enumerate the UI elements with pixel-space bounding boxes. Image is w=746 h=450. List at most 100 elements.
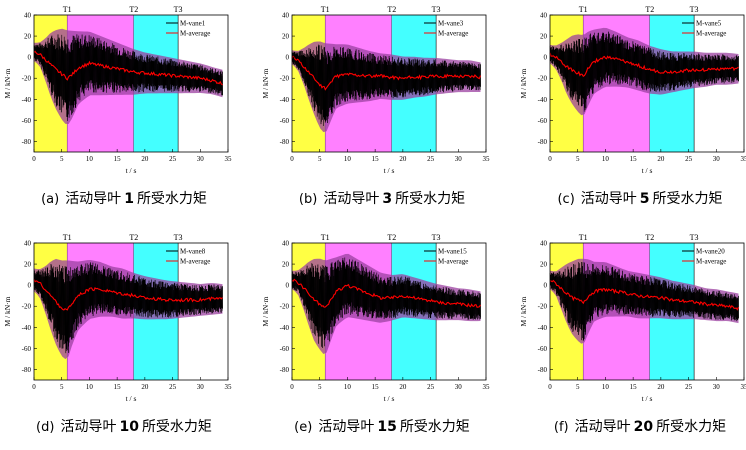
caption-prefix: 活动导叶 — [318, 419, 374, 435]
x-tick-label: 20 — [399, 383, 407, 391]
caption-vane-number: 10 — [119, 419, 138, 435]
x-tick-label: 35 — [483, 383, 491, 391]
x-tick-label: 0 — [290, 155, 294, 163]
y-tick-label: -20 — [538, 303, 548, 311]
x-tick-label: 35 — [741, 155, 746, 163]
phase-label: T2 — [645, 5, 654, 14]
x-tick-label: 30 — [455, 155, 463, 163]
y-tick-label: 40 — [282, 12, 290, 20]
x-axis-label: t / s — [384, 166, 395, 175]
y-tick-label: -20 — [280, 75, 290, 83]
caption-vane-number: 1 — [124, 191, 134, 207]
caption-suffix: 所受水力矩 — [142, 419, 212, 435]
legend-raw-label: M-vane8 — [180, 248, 206, 256]
x-tick-label: 30 — [197, 155, 205, 163]
phase-label: T3 — [174, 5, 183, 14]
y-tick-label: 0 — [286, 282, 290, 290]
x-tick-label: 15 — [372, 383, 380, 391]
y-tick-label: -40 — [22, 96, 32, 104]
y-tick-label: -40 — [280, 96, 290, 104]
x-tick-label: 0 — [32, 383, 36, 391]
legend-raw-label: M-vane5 — [696, 20, 722, 28]
phase-label: T1 — [321, 5, 330, 14]
phase-label: T2 — [387, 5, 396, 14]
x-axis-label: t / s — [126, 166, 137, 175]
legend-average-label: M-average — [180, 30, 210, 38]
y-tick-label: 0 — [544, 54, 548, 62]
y-tick-label: -60 — [280, 117, 290, 125]
x-tick-label: 25 — [427, 383, 435, 391]
x-tick-label: 0 — [32, 155, 36, 163]
x-tick-label: 5 — [576, 155, 580, 163]
x-tick-label: 20 — [399, 155, 407, 163]
legend-raw-label: M-vane3 — [438, 20, 464, 28]
phase-label: T3 — [432, 233, 441, 242]
x-tick-label: 10 — [602, 155, 610, 163]
caption-prefix: 活动导叶 — [323, 191, 379, 207]
y-axis-label: M / kN·m — [519, 296, 528, 326]
phase-label: T1 — [579, 5, 588, 14]
caption-prefix: 活动导叶 — [575, 419, 631, 435]
y-axis-label: M / kN·m — [3, 68, 12, 98]
x-tick-label: 25 — [685, 155, 693, 163]
phase-label: T2 — [129, 233, 138, 242]
x-tick-label: 0 — [548, 383, 552, 391]
y-tick-label: -80 — [280, 138, 290, 146]
y-tick-label: -40 — [22, 324, 32, 332]
caption-prefix: 活动导叶 — [65, 191, 121, 207]
x-tick-label: 30 — [455, 383, 463, 391]
legend-raw-label: M-vane20 — [696, 248, 725, 256]
y-tick-label: 40 — [24, 12, 32, 20]
y-tick-label: -40 — [280, 324, 290, 332]
x-tick-label: 5 — [60, 155, 64, 163]
x-axis-label: t / s — [384, 394, 395, 403]
x-axis-label: t / s — [642, 394, 653, 403]
y-tick-label: 20 — [24, 33, 32, 41]
caption-prefix: 活动导叶 — [60, 419, 116, 435]
y-tick-label: 0 — [28, 282, 32, 290]
y-tick-label: -60 — [280, 345, 290, 353]
caption-suffix: 所受水力矩 — [395, 191, 465, 207]
y-tick-label: 20 — [282, 33, 290, 41]
x-tick-label: 15 — [630, 155, 638, 163]
x-tick-label: 15 — [372, 155, 380, 163]
y-tick-label: 20 — [540, 33, 548, 41]
x-tick-label: 10 — [86, 155, 94, 163]
caption-suffix: 所受水力矩 — [137, 191, 207, 207]
y-tick-label: -80 — [538, 366, 548, 374]
y-tick-label: -80 — [22, 366, 32, 374]
caption-tag: (d) — [36, 420, 54, 435]
x-tick-label: 35 — [741, 383, 746, 391]
phase-label: T1 — [579, 233, 588, 242]
y-tick-label: -80 — [280, 366, 290, 374]
y-tick-label: -20 — [22, 303, 32, 311]
y-tick-label: 40 — [24, 240, 32, 248]
x-tick-label: 15 — [630, 383, 638, 391]
x-tick-label: 10 — [344, 383, 352, 391]
y-tick-label: 40 — [540, 240, 548, 248]
x-tick-label: 20 — [141, 155, 149, 163]
x-tick-label: 35 — [225, 155, 233, 163]
x-tick-label: 10 — [86, 383, 94, 391]
phase-label: T1 — [63, 233, 72, 242]
x-tick-label: 0 — [290, 383, 294, 391]
x-axis-label: t / s — [126, 394, 137, 403]
y-tick-label: 20 — [24, 261, 32, 269]
x-tick-label: 20 — [141, 383, 149, 391]
x-tick-label: 30 — [713, 383, 721, 391]
y-tick-label: -40 — [538, 324, 548, 332]
y-tick-label: 40 — [540, 12, 548, 20]
legend-raw-label: M-vane1 — [180, 20, 206, 28]
y-tick-label: 20 — [540, 261, 548, 269]
x-tick-label: 5 — [318, 383, 322, 391]
y-tick-label: -60 — [22, 345, 32, 353]
y-tick-label: -20 — [538, 75, 548, 83]
x-tick-label: 15 — [114, 155, 122, 163]
